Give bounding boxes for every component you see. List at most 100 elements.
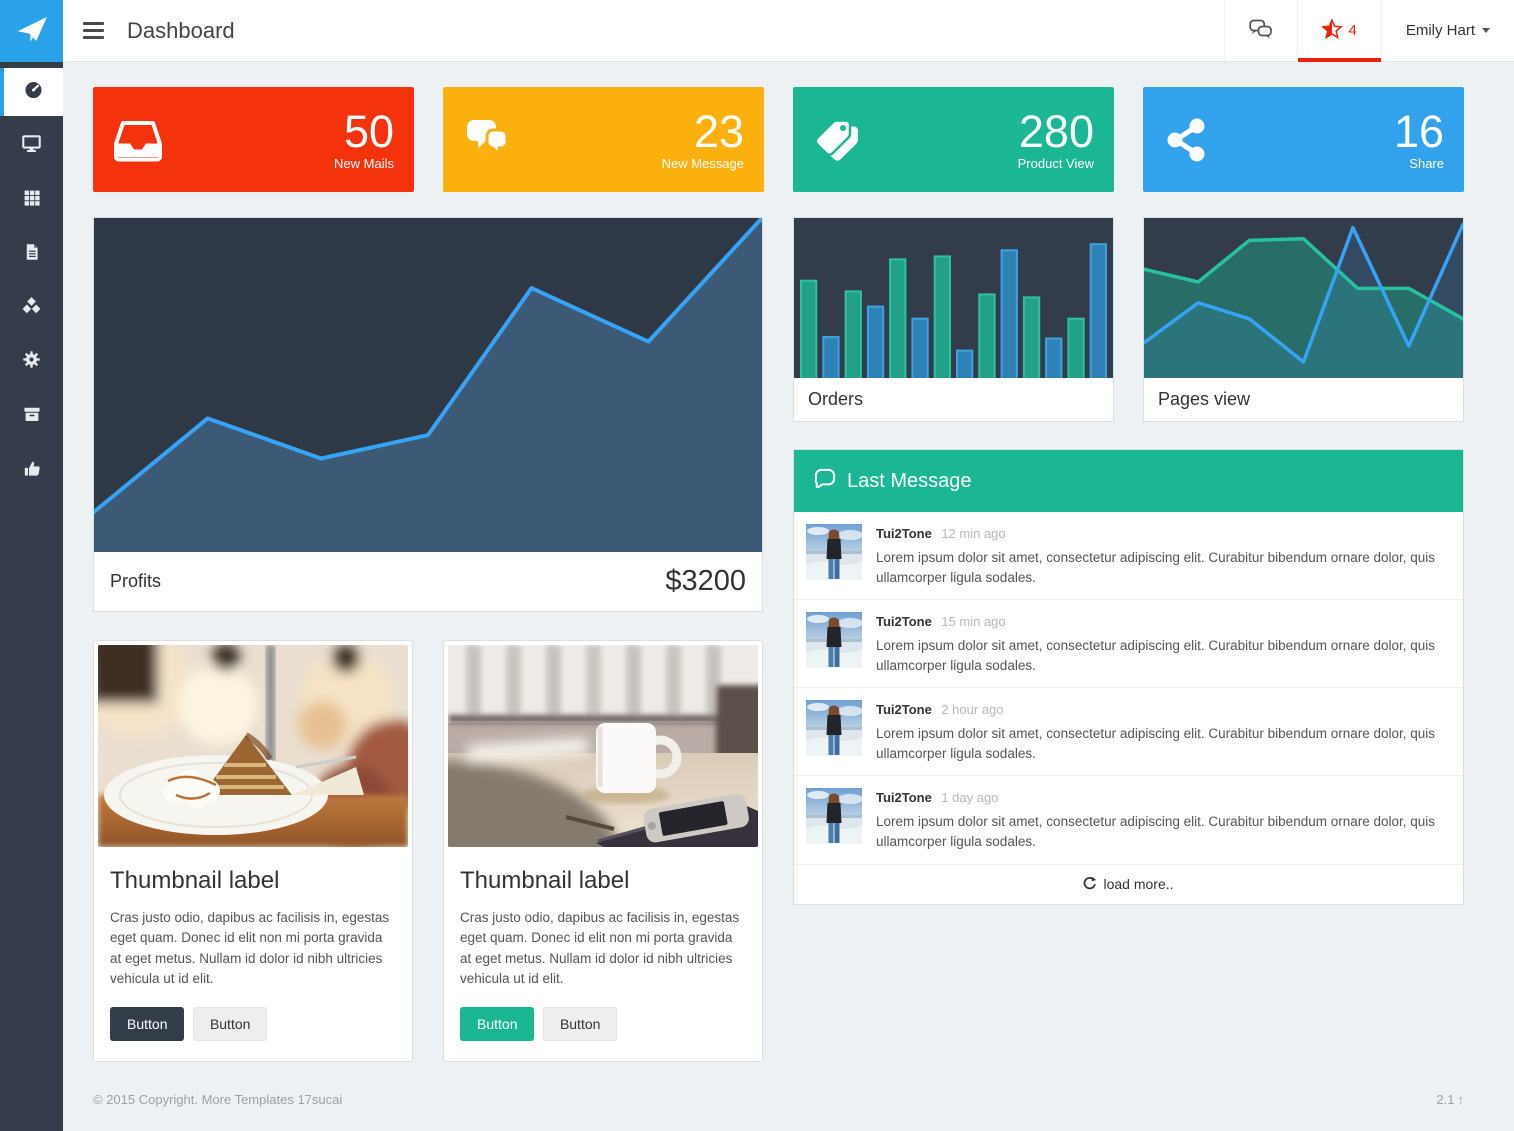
comment-icon <box>814 468 836 494</box>
chevron-down-icon <box>1482 28 1490 33</box>
sidebar <box>0 62 63 1131</box>
star-count-badge: 4 <box>1348 22 1357 39</box>
sidebar-item-archive[interactable] <box>0 392 63 440</box>
thumbnail-card: Thumbnail label Cras justo odio, dapibus… <box>93 640 413 1062</box>
star-half-icon <box>1321 17 1344 43</box>
thumbnails-row: Thumbnail label Cras justo odio, dapibus… <box>93 640 763 1062</box>
navbar: Dashboard 4 Emily Hart <box>0 0 1514 62</box>
page-title: Dashboard <box>127 17 235 43</box>
message-text: Lorem ipsum dolor sit amet, consectetur … <box>876 726 1436 761</box>
paper-plane-icon <box>15 12 49 51</box>
desk-photo <box>448 645 758 847</box>
main-content: 50 New Mails 23 New Message <box>63 62 1514 1127</box>
message-author: Tui2Tone <box>876 526 932 541</box>
stat-card[interactable]: 16 Share <box>1143 87 1464 192</box>
message-text: Lorem ipsum dolor sit amet, consectetur … <box>876 550 1436 585</box>
message-time: 12 min ago <box>941 526 1006 541</box>
arrow-up-icon[interactable]: ↑ <box>1457 1092 1465 1107</box>
message-time: 15 min ago <box>941 614 1006 630</box>
avatar <box>806 524 862 580</box>
comments-icon <box>1249 19 1273 43</box>
stats-row: 50 New Mails 23 New Message <box>93 87 1464 192</box>
stat-label: New Message <box>661 156 744 172</box>
thumbnail-title: Thumbnail label <box>110 867 280 894</box>
profits-panel: Profits $3200 <box>93 217 763 612</box>
copyright-text: © 2015 Copyright. More Templates 17sucai <box>93 1092 343 1107</box>
inbox-icon <box>113 117 165 163</box>
archive-icon <box>23 405 41 428</box>
message-text: Lorem ipsum dolor sit amet, consectetur … <box>876 638 1436 673</box>
message-time: 1 day ago <box>941 790 999 806</box>
app-logo[interactable] <box>0 0 63 62</box>
stat-label: Share <box>1409 156 1444 172</box>
stat-card[interactable]: 280 Product View <box>793 87 1114 192</box>
profits-chart <box>94 218 762 552</box>
table-icon <box>23 189 41 212</box>
load-more-label: load more.. <box>1103 876 1174 892</box>
cake-photo <box>98 645 408 847</box>
starred-nav-button[interactable]: 4 <box>1297 0 1382 62</box>
last-message-title: Last Message <box>847 469 972 492</box>
cubes-icon <box>22 296 41 320</box>
thumbnail-text: Cras justo odio, dapibus ac facilisis in… <box>110 910 390 986</box>
user-menu-button[interactable]: Emily Hart <box>1380 0 1514 61</box>
dark-button[interactable]: Button <box>110 1007 185 1041</box>
dashboard-icon <box>24 80 43 104</box>
messages-nav-button[interactable] <box>1224 0 1297 61</box>
message-item[interactable]: Tui2Tone 1 day ago Lorem ipsum dolor sit… <box>794 775 1463 863</box>
comments-icon <box>463 118 515 162</box>
sidebar-item-settings[interactable] <box>0 338 63 386</box>
last-message-header: Last Message <box>794 450 1463 512</box>
profits-value: $3200 <box>665 565 746 597</box>
sidebar-item-desktop[interactable] <box>0 122 63 170</box>
avatar <box>806 612 862 668</box>
message-item[interactable]: Tui2Tone 12 min ago Lorem ipsum dolor si… <box>794 512 1463 599</box>
sidebar-item-documents[interactable] <box>0 230 63 278</box>
thumbnail-card: Thumbnail label Cras justo odio, dapibus… <box>443 640 763 1062</box>
last-message-panel: Last Message Tui2Tone 12 min ago Lorem i… <box>793 449 1464 905</box>
user-name: Emily Hart <box>1405 22 1475 39</box>
sidebar-item-dashboard[interactable] <box>0 68 63 116</box>
pages-view-panel: Pages view <box>1143 217 1464 422</box>
thumbs-up-icon <box>23 459 41 482</box>
pages-view-label: Pages view <box>1158 389 1251 409</box>
stat-value: 50 <box>343 105 394 157</box>
message-text: Lorem ipsum dolor sit amet, consectetur … <box>876 814 1436 849</box>
tags-icon <box>813 117 865 163</box>
share-icon <box>1163 117 1215 163</box>
load-more-button[interactable]: load more.. <box>794 863 1463 904</box>
message-item[interactable]: Tui2Tone 15 min ago Lorem ipsum dolor si… <box>794 599 1463 687</box>
light-button[interactable]: Button <box>542 1007 618 1041</box>
stat-value: 280 <box>1018 105 1094 157</box>
orders-chart <box>794 218 1113 378</box>
light-button[interactable]: Button <box>192 1007 268 1041</box>
message-time: 2 hour ago <box>941 702 1004 718</box>
stat-value: 16 <box>1393 105 1444 157</box>
profits-label: Profits <box>110 571 162 591</box>
version-text: 2.1 <box>1436 1092 1455 1107</box>
sidebar-item-tables[interactable] <box>0 176 63 224</box>
stat-value: 23 <box>693 105 744 157</box>
file-icon <box>23 243 41 266</box>
message-author: Tui2Tone <box>876 702 932 718</box>
avatar <box>806 700 862 756</box>
sidebar-item-components[interactable] <box>0 284 63 332</box>
footer: © 2015 Copyright. More Templates 17sucai… <box>93 1062 1464 1127</box>
sidebar-item-likes[interactable] <box>0 446 63 494</box>
orders-label: Orders <box>808 389 864 409</box>
thumbnail-title: Thumbnail label <box>460 867 630 894</box>
stat-label: Product View <box>1017 156 1094 172</box>
pages-chart <box>1144 218 1463 378</box>
message-author: Tui2Tone <box>876 614 932 630</box>
stat-card[interactable]: 23 New Message <box>443 87 764 192</box>
avatar <box>806 788 862 844</box>
orders-panel: Orders <box>793 217 1114 422</box>
gear-icon <box>22 350 41 374</box>
menu-toggle-button[interactable] <box>63 0 123 61</box>
green-button[interactable]: Button <box>460 1007 535 1041</box>
desktop-icon <box>22 134 41 158</box>
message-author: Tui2Tone <box>876 790 932 806</box>
stat-label: New Mails <box>334 156 394 172</box>
stat-card[interactable]: 50 New Mails <box>93 87 414 192</box>
message-item[interactable]: Tui2Tone 2 hour ago Lorem ipsum dolor si… <box>794 687 1463 775</box>
